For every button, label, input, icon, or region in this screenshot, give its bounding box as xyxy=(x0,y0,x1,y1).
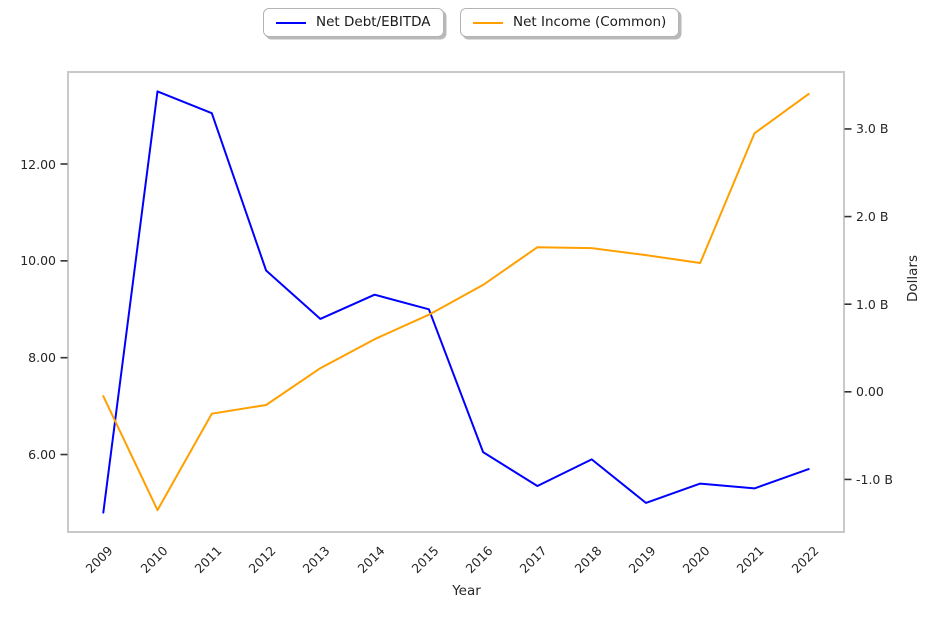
right-axis-title: Dollars xyxy=(905,254,921,302)
legend-label-net-income-common: Net Income (Common) xyxy=(513,14,667,30)
right-axis-tick-label: -1.0 B xyxy=(856,471,893,487)
legend-net-income-common: Net Income (Common) xyxy=(460,8,680,37)
series-line-net-debt-ebitda xyxy=(102,90,810,514)
x-axis-title: Year xyxy=(452,583,481,599)
right-axis-tick-label: 2.0 B xyxy=(856,209,889,225)
right-axis-tick-label: 0.00 xyxy=(856,384,884,400)
legend-label-net-debt-ebitda: Net Debt/EBITDA xyxy=(316,14,431,30)
left-axis-tick-label: 10.00 xyxy=(20,253,56,269)
legend-line-swatch-orange xyxy=(473,21,503,24)
right-axis-tick-label: 3.0 B xyxy=(856,121,889,137)
series-line-net-income-common xyxy=(102,92,810,512)
left-axis-tick-label: 6.00 xyxy=(28,447,56,463)
left-axis-tick-label: 12.00 xyxy=(20,156,56,172)
left-axis-tick-label: 8.00 xyxy=(28,350,56,366)
plot-frame xyxy=(67,71,845,533)
legend-line-swatch-blue xyxy=(276,21,306,24)
legend-net-debt-ebitda: Net Debt/EBITDA xyxy=(263,8,444,37)
right-axis-tick-label: 1.0 B xyxy=(856,296,889,312)
